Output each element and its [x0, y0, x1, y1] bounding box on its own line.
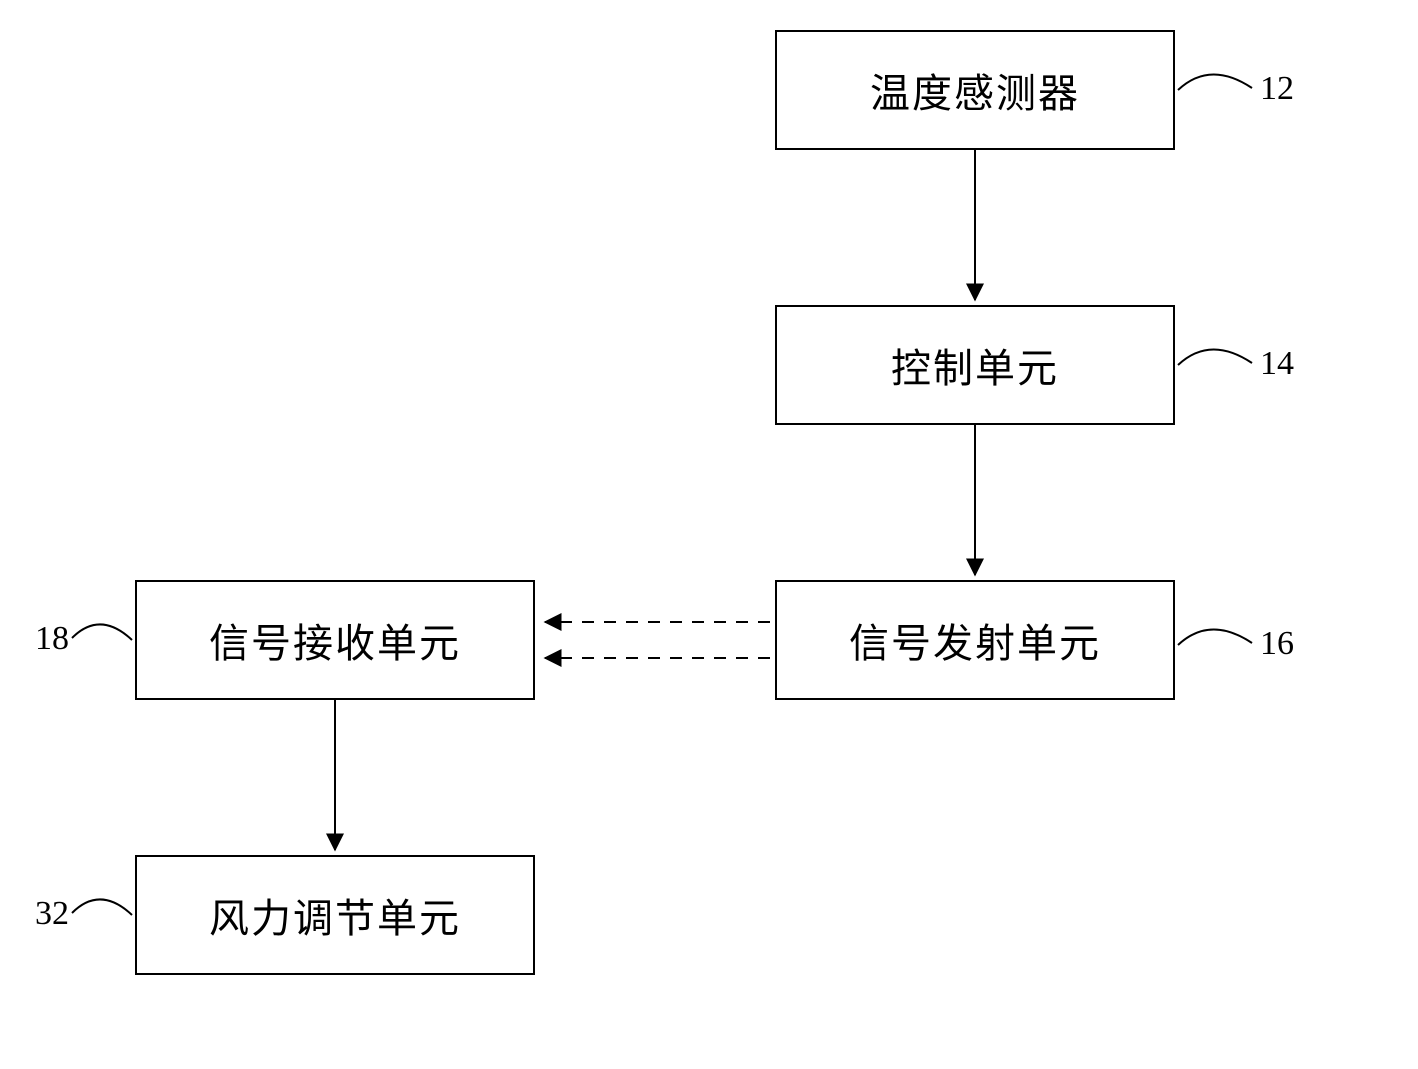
- ref-label-18: 18: [35, 620, 69, 658]
- node-signal-transmitter: 信号发射单元: [775, 580, 1175, 700]
- node-label: 信号接收单元: [209, 611, 461, 669]
- node-label: 信号发射单元: [849, 611, 1101, 669]
- node-signal-receiver: 信号接收单元: [135, 580, 535, 700]
- leader-32: [72, 899, 132, 915]
- ref-label-32: 32: [35, 895, 69, 933]
- node-temperature-sensor: 温度感测器: [775, 30, 1175, 150]
- node-control-unit: 控制单元: [775, 305, 1175, 425]
- ref-label-14: 14: [1260, 345, 1294, 383]
- leader-12: [1178, 74, 1252, 90]
- ref-label-12: 12: [1260, 70, 1294, 108]
- leader-16: [1178, 629, 1252, 645]
- leader-18: [72, 624, 132, 640]
- node-label: 风力调节单元: [209, 886, 461, 944]
- node-label: 温度感测器: [870, 61, 1080, 119]
- node-wind-adjust-unit: 风力调节单元: [135, 855, 535, 975]
- node-label: 控制单元: [891, 336, 1059, 394]
- diagram-canvas: 温度感测器 控制单元 信号发射单元 信号接收单元 风力调节单元 12 14 16…: [0, 0, 1418, 1069]
- ref-label-16: 16: [1260, 625, 1294, 663]
- leader-14: [1178, 349, 1252, 365]
